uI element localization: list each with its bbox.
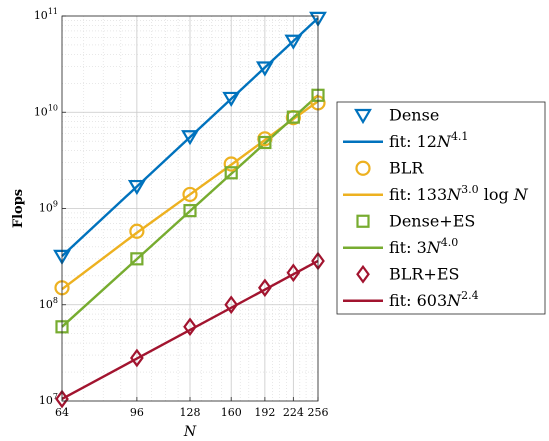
x-tick-label: 160	[221, 406, 242, 419]
data-point	[183, 317, 197, 337]
x-tick-label: 224	[283, 406, 304, 419]
x-tick-label: 96	[130, 406, 144, 419]
y-axis-ticks: 107 108 109 1010 1011	[34, 7, 66, 407]
data-point	[309, 11, 327, 27]
fit-line	[61, 259, 319, 401]
data-point	[181, 130, 199, 146]
legend-entry: Dense	[389, 105, 439, 124]
y-tick-label: 1010	[34, 103, 58, 118]
legend-entry: fit: 12N4.1	[389, 130, 468, 151]
data-point	[127, 179, 146, 196]
legend-marker	[355, 160, 371, 176]
data-point	[224, 295, 239, 315]
legend-marker	[356, 214, 370, 228]
legend-entry: fit: 3N4.0	[389, 236, 458, 257]
data-point	[258, 278, 272, 298]
data-point	[130, 252, 144, 266]
fit-line	[61, 94, 319, 328]
legend-entry: fit: 133N3.0 log N	[389, 183, 529, 204]
legend-box	[336, 101, 546, 315]
data-point	[284, 34, 303, 50]
y-tick-label: 109	[39, 200, 58, 215]
y-axis-label: Flops	[11, 189, 26, 228]
x-axis-label: N	[183, 424, 197, 440]
data-point	[255, 61, 274, 77]
data-point	[129, 223, 145, 239]
legend-entry: fit: 603N2.4	[389, 289, 479, 310]
data-point	[182, 186, 198, 203]
legend-marker	[354, 108, 372, 125]
data-point	[130, 348, 144, 368]
legend-entry: Dense+ES	[389, 211, 475, 230]
fit-line	[61, 17, 319, 258]
legend-entry: BLR+ES	[389, 264, 459, 283]
x-tick-label: 128	[180, 406, 201, 419]
series-layer	[53, 11, 327, 409]
y-tick-label: 108	[39, 296, 58, 311]
data-point	[224, 166, 238, 180]
x-tick-label: 64	[55, 406, 69, 419]
x-tick-label: 192	[254, 406, 275, 419]
data-point	[286, 263, 301, 283]
y-tick-label: 107	[39, 392, 58, 407]
data-point	[55, 389, 69, 409]
legend-marker	[356, 264, 370, 284]
data-point	[223, 156, 239, 172]
data-point	[258, 135, 272, 150]
data-point	[222, 91, 241, 108]
x-axis-ticks: 64 96 128 160 192 224 256	[55, 397, 329, 419]
legend-entry: BLR	[389, 158, 424, 177]
legend: Dense fit: 12N4.1 BLR fit: 133N3.0 log N Den…	[336, 101, 546, 315]
data-point	[286, 110, 300, 124]
x-tick-label: 256	[308, 406, 329, 419]
y-tick-label: 1011	[34, 7, 58, 22]
data-point	[183, 204, 197, 218]
